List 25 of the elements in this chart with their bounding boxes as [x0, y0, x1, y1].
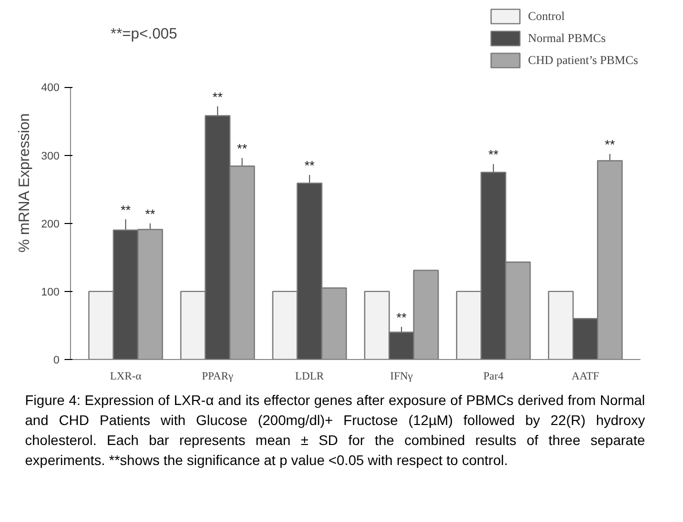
legend-label: Control — [528, 8, 565, 24]
text: **=p<.005 — [110, 25, 178, 42]
data-label: ** — [120, 202, 131, 218]
x-tick-label: IFNγ — [390, 370, 413, 382]
y-tick-label: 300 — [41, 150, 60, 162]
y-tick-label: 200 — [41, 218, 60, 230]
y-axis-title: % mRNA Expression — [16, 113, 34, 253]
data-label: ** — [396, 310, 407, 325]
data-label: ** — [212, 89, 223, 104]
x-tick-label: AATF — [572, 370, 600, 382]
data-label: ** — [304, 158, 315, 174]
y-tick-label: 400 — [41, 82, 60, 94]
legend-label: Normal PBMCs — [528, 30, 606, 46]
x-tick-label: LDLR — [295, 370, 325, 382]
caption: Figure 4: Expression of LXR-α and its effector genes after exposure of PBMCs derived from Normal and CHD Patients with Glucose (200mg/dl)+ Fructose (12µM) followed by 22(R) hydroxy cholesterol. Each bar represents mean ± SD for the combined results of three separate experiments. **shows the significance at p value <0.05 with respect to control. — [25, 391, 645, 470]
data-label: ** — [145, 206, 156, 222]
data-label: ** — [488, 147, 498, 162]
x-tick-label: LXR-α — [110, 370, 142, 382]
legend-label: CHD patient’s PBMCs — [528, 52, 638, 68]
x-tick-label: PPARγ — [202, 370, 234, 382]
y-tick-label: 0 — [53, 354, 60, 366]
data-label: ** — [604, 136, 615, 152]
x-tick-label: Par4 — [483, 370, 504, 382]
data-label: ** — [237, 140, 248, 156]
y-tick-label: 100 — [41, 286, 60, 298]
